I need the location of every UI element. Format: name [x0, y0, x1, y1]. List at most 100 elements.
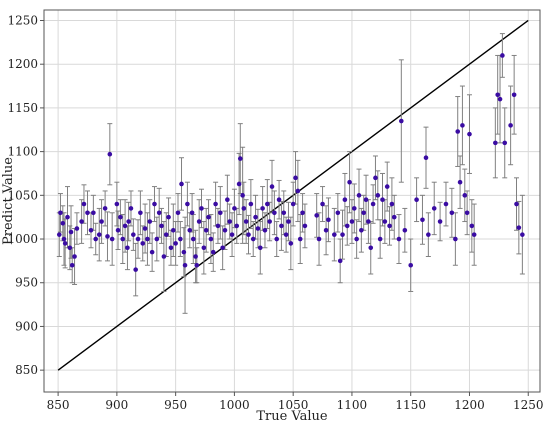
data-point: [471, 232, 477, 237]
data-point: [159, 223, 164, 229]
y-tick-label: 1250: [7, 13, 38, 27]
data-point: [234, 223, 240, 229]
x-tick-label: 1100: [337, 398, 368, 412]
data-point: [326, 217, 331, 223]
data-point: [250, 236, 256, 242]
data-point: [377, 236, 383, 242]
data-point: [384, 184, 390, 189]
data-point: [161, 254, 167, 259]
data-point: [240, 193, 245, 198]
data-point: [56, 232, 62, 237]
data-point: [69, 262, 75, 268]
data-point: [140, 241, 146, 246]
data-point: [187, 227, 193, 233]
data-point: [497, 96, 503, 102]
data-point: [206, 214, 211, 220]
data-point: [179, 181, 184, 187]
data-point: [227, 219, 233, 224]
data-point: [170, 227, 176, 233]
data-point: [156, 210, 162, 216]
data-point: [138, 210, 143, 216]
data-point: [85, 210, 90, 216]
data-point: [189, 210, 195, 216]
data-point: [118, 214, 123, 220]
data-point: [335, 210, 341, 216]
data-point: [93, 236, 99, 242]
data-point: [218, 210, 223, 216]
y-tick-label: 1150: [7, 101, 38, 115]
data-point: [215, 223, 221, 229]
data-point: [255, 226, 261, 231]
data-point: [387, 223, 392, 229]
data-point: [213, 201, 218, 207]
data-point: [181, 249, 187, 255]
x-tick-label: 850: [47, 398, 70, 412]
data-point: [74, 226, 80, 231]
y-axis-label: Predict Value: [1, 157, 16, 245]
data-point: [354, 236, 359, 242]
data-point: [426, 232, 431, 237]
data-point: [279, 223, 284, 229]
y-axis-ticks: 850 900 950 1000 1050 1100 1150 1200 1250: [7, 13, 44, 377]
data-point: [288, 241, 294, 246]
data-point: [222, 227, 228, 233]
data-point: [166, 214, 171, 220]
data-point: [420, 217, 425, 223]
y-tick-label: 900: [15, 319, 38, 333]
data-point: [281, 210, 287, 216]
data-point: [366, 219, 371, 224]
data-point: [314, 213, 319, 218]
data-point: [229, 232, 235, 237]
data-point: [363, 197, 369, 202]
data-point: [373, 175, 378, 181]
y-tick-label: 1200: [7, 57, 38, 71]
data-point: [265, 201, 270, 207]
data-point: [332, 232, 337, 237]
data-point: [423, 155, 429, 161]
data-point: [342, 197, 348, 202]
data-point: [190, 236, 196, 242]
data-point: [142, 226, 148, 231]
data-point: [344, 223, 350, 229]
data-point: [431, 206, 437, 211]
data-point: [359, 227, 364, 233]
data-point: [210, 249, 216, 255]
data-point: [389, 201, 395, 207]
data-point: [241, 206, 247, 211]
x-tick-label: 1050: [278, 398, 309, 412]
data-point: [62, 241, 68, 246]
data-point: [347, 179, 352, 185]
data-point: [276, 197, 282, 202]
data-point: [443, 201, 449, 207]
data-point: [105, 234, 110, 239]
x-tick-label: 1000: [219, 398, 250, 412]
data-point: [437, 219, 443, 224]
data-point: [290, 201, 296, 207]
data-point: [185, 201, 190, 207]
data-point: [107, 151, 113, 157]
data-points: [56, 53, 525, 272]
data-point: [243, 219, 249, 224]
data-point: [99, 219, 104, 224]
data-point: [194, 262, 200, 268]
data-point: [500, 53, 505, 58]
data-point: [272, 210, 277, 216]
data-point: [370, 201, 376, 207]
data-point: [514, 201, 519, 207]
data-point: [131, 232, 136, 237]
data-point: [467, 131, 472, 137]
data-point: [61, 236, 67, 242]
data-point: [455, 129, 461, 134]
data-point: [293, 175, 298, 181]
data-point: [149, 249, 155, 255]
data-point: [208, 236, 214, 242]
data-point: [248, 201, 254, 207]
data-point: [337, 258, 343, 264]
data-point: [115, 227, 121, 233]
data-point: [173, 241, 178, 246]
data-point: [178, 236, 183, 242]
data-point: [133, 267, 138, 272]
data-point: [237, 156, 243, 161]
data-point: [114, 201, 120, 207]
data-point: [152, 201, 157, 207]
